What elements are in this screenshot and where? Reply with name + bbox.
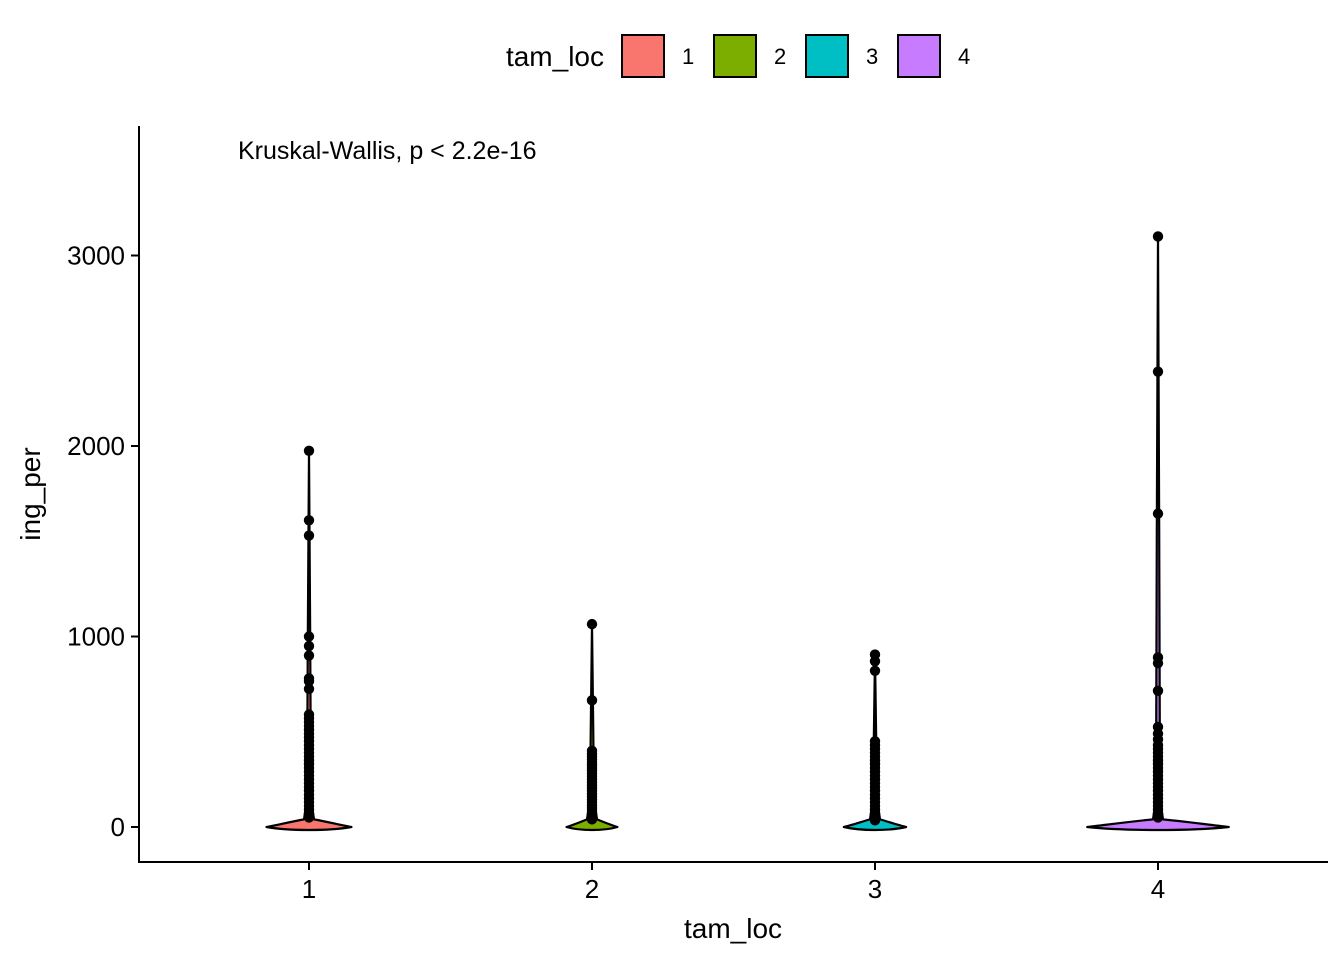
violin-4 (1086, 235, 1230, 832)
outlier-point-2-26 (586, 814, 598, 825)
x-tick-label-4: 4 (1151, 874, 1165, 904)
legend-label-2: 2 (774, 44, 786, 69)
legend-key-1 (621, 34, 665, 78)
legend-label-4: 4 (958, 44, 970, 69)
outlier-point-1-8 (303, 683, 315, 695)
y-axis-ticks: 0 1000 2000 3000 (67, 241, 139, 842)
x-tick-label-3: 3 (868, 874, 882, 904)
x-tick-label-1: 1 (302, 874, 316, 904)
legend-label-1: 1 (682, 44, 694, 69)
y-tick-label-0: 0 (111, 812, 125, 842)
outlier-point-4-2 (1152, 508, 1164, 519)
outlier-point-1-7 (303, 676, 315, 687)
outlier-point-3-2 (869, 665, 881, 676)
plot-area (265, 231, 1230, 832)
outlier-point-1-4 (303, 640, 315, 652)
legend: tam_loc 1 2 3 4 (506, 34, 970, 78)
outlier-point-4-1 (1152, 366, 1164, 377)
x-tick-label-2: 2 (585, 874, 599, 904)
x-axis-ticks: 1 2 3 4 (302, 862, 1165, 904)
outlier-point-3-1 (869, 656, 881, 667)
outlier-point-2-0 (586, 618, 598, 630)
legend-key-2 (713, 34, 757, 78)
outlier-point-1-2 (303, 530, 315, 541)
outlier-point-1-3 (303, 631, 315, 642)
violin-2 (565, 623, 619, 832)
legend-key-4 (897, 34, 941, 78)
kruskal-wallis-annotation: Kruskal-Wallis, p < 2.2e-16 (238, 137, 537, 165)
outlier-point-1-5 (303, 650, 315, 661)
outlier-point-1-0 (303, 445, 315, 456)
y-tick-label-3000: 3000 (67, 241, 125, 271)
legend-entries: 1 2 3 4 (621, 34, 970, 78)
outlier-point-3-24 (869, 815, 881, 826)
y-tick-label-1000: 1000 (67, 622, 125, 652)
legend-label-3: 3 (866, 44, 878, 69)
outlier-point-4-5 (1152, 685, 1164, 696)
outlier-point-1-36 (303, 812, 315, 823)
outlier-point-4-28 (1152, 812, 1164, 823)
outlier-point-4-0 (1152, 231, 1164, 242)
y-axis-title: ing_per (15, 447, 46, 540)
outlier-point-1-1 (303, 515, 315, 526)
outlier-point-2-1 (586, 695, 598, 706)
legend-title: tam_loc (506, 41, 604, 72)
legend-key-3 (805, 34, 849, 78)
x-axis-title: tam_loc (684, 913, 782, 944)
y-tick-label-2000: 2000 (67, 431, 125, 461)
outlier-point-4-4 (1152, 657, 1164, 669)
